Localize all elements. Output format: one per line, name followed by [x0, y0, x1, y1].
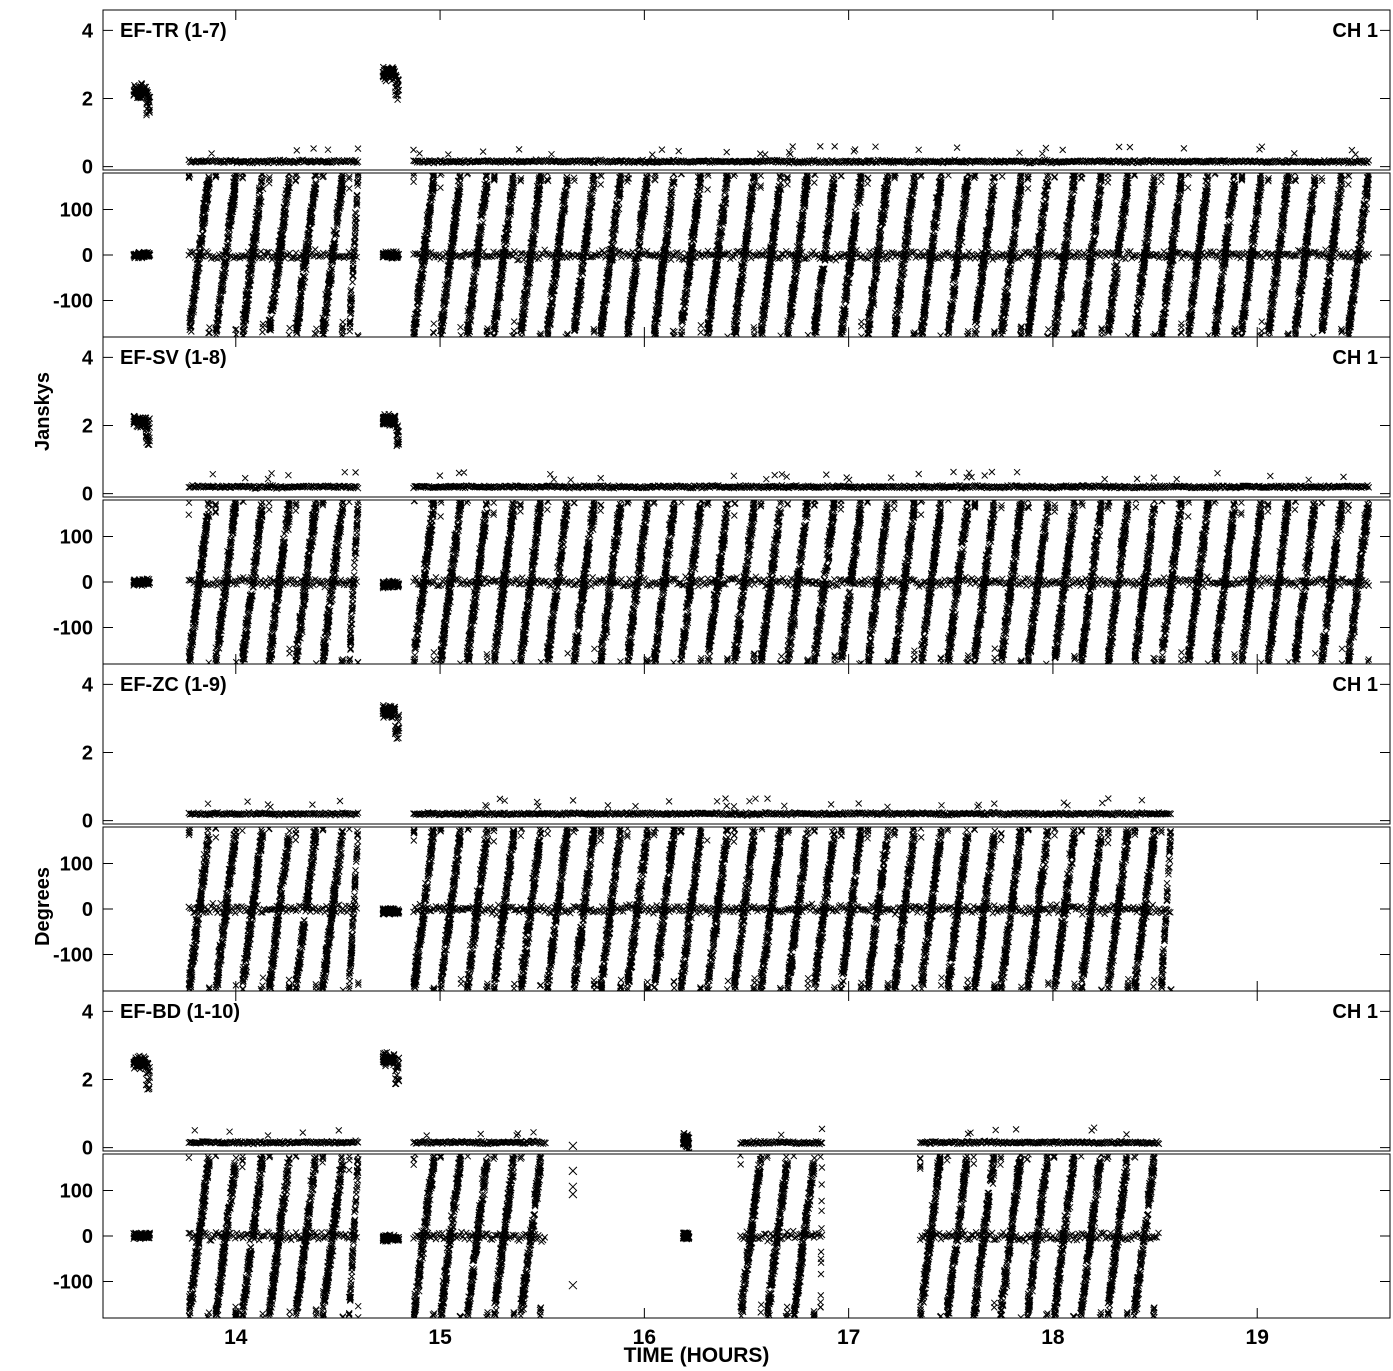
phase-points [130, 1154, 1162, 1318]
amplitude-frame [102, 336, 1391, 498]
amplitude-points [130, 410, 1373, 492]
channel-label: CH 1 [1332, 674, 1378, 696]
baseline-label: EF-TR (1-7) [120, 20, 227, 42]
panel-1: 0 2 4 -100 0 100 EF-TR (1-7) CH 1 [53, 9, 1391, 338]
amplitude-frame [102, 663, 1391, 825]
phase-tick-label: 0 [82, 245, 93, 267]
panel-2: 0 2 4 -100 0 100 EF-SV (1-8) CH 1 [53, 336, 1391, 665]
phase-tick-label: 100 [60, 1180, 93, 1202]
amplitude-frame [102, 9, 1391, 171]
phase-points [130, 500, 1373, 664]
amp-tick-label: 4 [82, 674, 94, 696]
x-axis-label: TIME (HOURS) [623, 1344, 770, 1367]
y-axis-label-phase: Degrees [31, 867, 54, 946]
amplitude-points [130, 1048, 1163, 1151]
phase-tick-label: 100 [60, 853, 93, 875]
amplitude-points [185, 702, 1175, 819]
channel-label: CH 1 [1332, 1001, 1378, 1023]
phase-tick-label: -100 [53, 291, 93, 313]
amp-tick-label: 0 [82, 1138, 93, 1160]
x-tick-label: 15 [428, 1326, 452, 1349]
channel-label: CH 1 [1332, 347, 1378, 369]
amp-tick-label: 0 [82, 811, 93, 833]
panel-3: 0 2 4 -100 0 100 EF-ZC (1-9) CH 1 [53, 663, 1391, 992]
x-tick-label: 14 [224, 1326, 248, 1349]
baseline-label: EF-SV (1-8) [120, 347, 227, 369]
channel-label: CH 1 [1332, 20, 1378, 42]
amplitude-frame [102, 990, 1391, 1152]
amp-tick-label: 0 [82, 157, 93, 179]
phase-tick-label: 0 [82, 1226, 93, 1248]
baseline-label: EF-BD (1-10) [120, 1001, 240, 1023]
phase-tick-label: 0 [82, 899, 93, 921]
x-tick-label: 17 [837, 1326, 860, 1349]
phase-tick-label: 100 [60, 199, 93, 221]
amp-tick-label: 2 [82, 89, 93, 111]
x-tick-label: 18 [1041, 1326, 1065, 1349]
amplitude-points [130, 63, 1373, 167]
amp-tick-label: 2 [82, 1070, 93, 1092]
phase-tick-label: -100 [53, 945, 93, 967]
phase-tick-label: 100 [60, 526, 93, 548]
amp-tick-label: 4 [82, 20, 94, 42]
x-tick-label: 16 [633, 1326, 656, 1349]
amp-tick-label: 0 [82, 484, 93, 506]
phase-tick-label: -100 [53, 1272, 93, 1294]
phase-tick-label: 0 [82, 572, 93, 594]
amp-tick-label: 4 [82, 347, 94, 369]
y-axis-label-amplitude: Janskys [31, 372, 54, 451]
phase-points [130, 173, 1373, 337]
panel-4: 0 2 4 -100 0 100 EF-BD (1-10) CH 1 [53, 990, 1391, 1319]
amp-tick-label: 2 [82, 416, 93, 438]
phase-points [185, 827, 1175, 991]
x-tick-label: 19 [1246, 1326, 1269, 1349]
phase-tick-label: -100 [53, 618, 93, 640]
amp-tick-label: 4 [82, 1001, 94, 1023]
baseline-label: EF-ZC (1-9) [120, 674, 227, 696]
amp-tick-label: 2 [82, 743, 93, 765]
